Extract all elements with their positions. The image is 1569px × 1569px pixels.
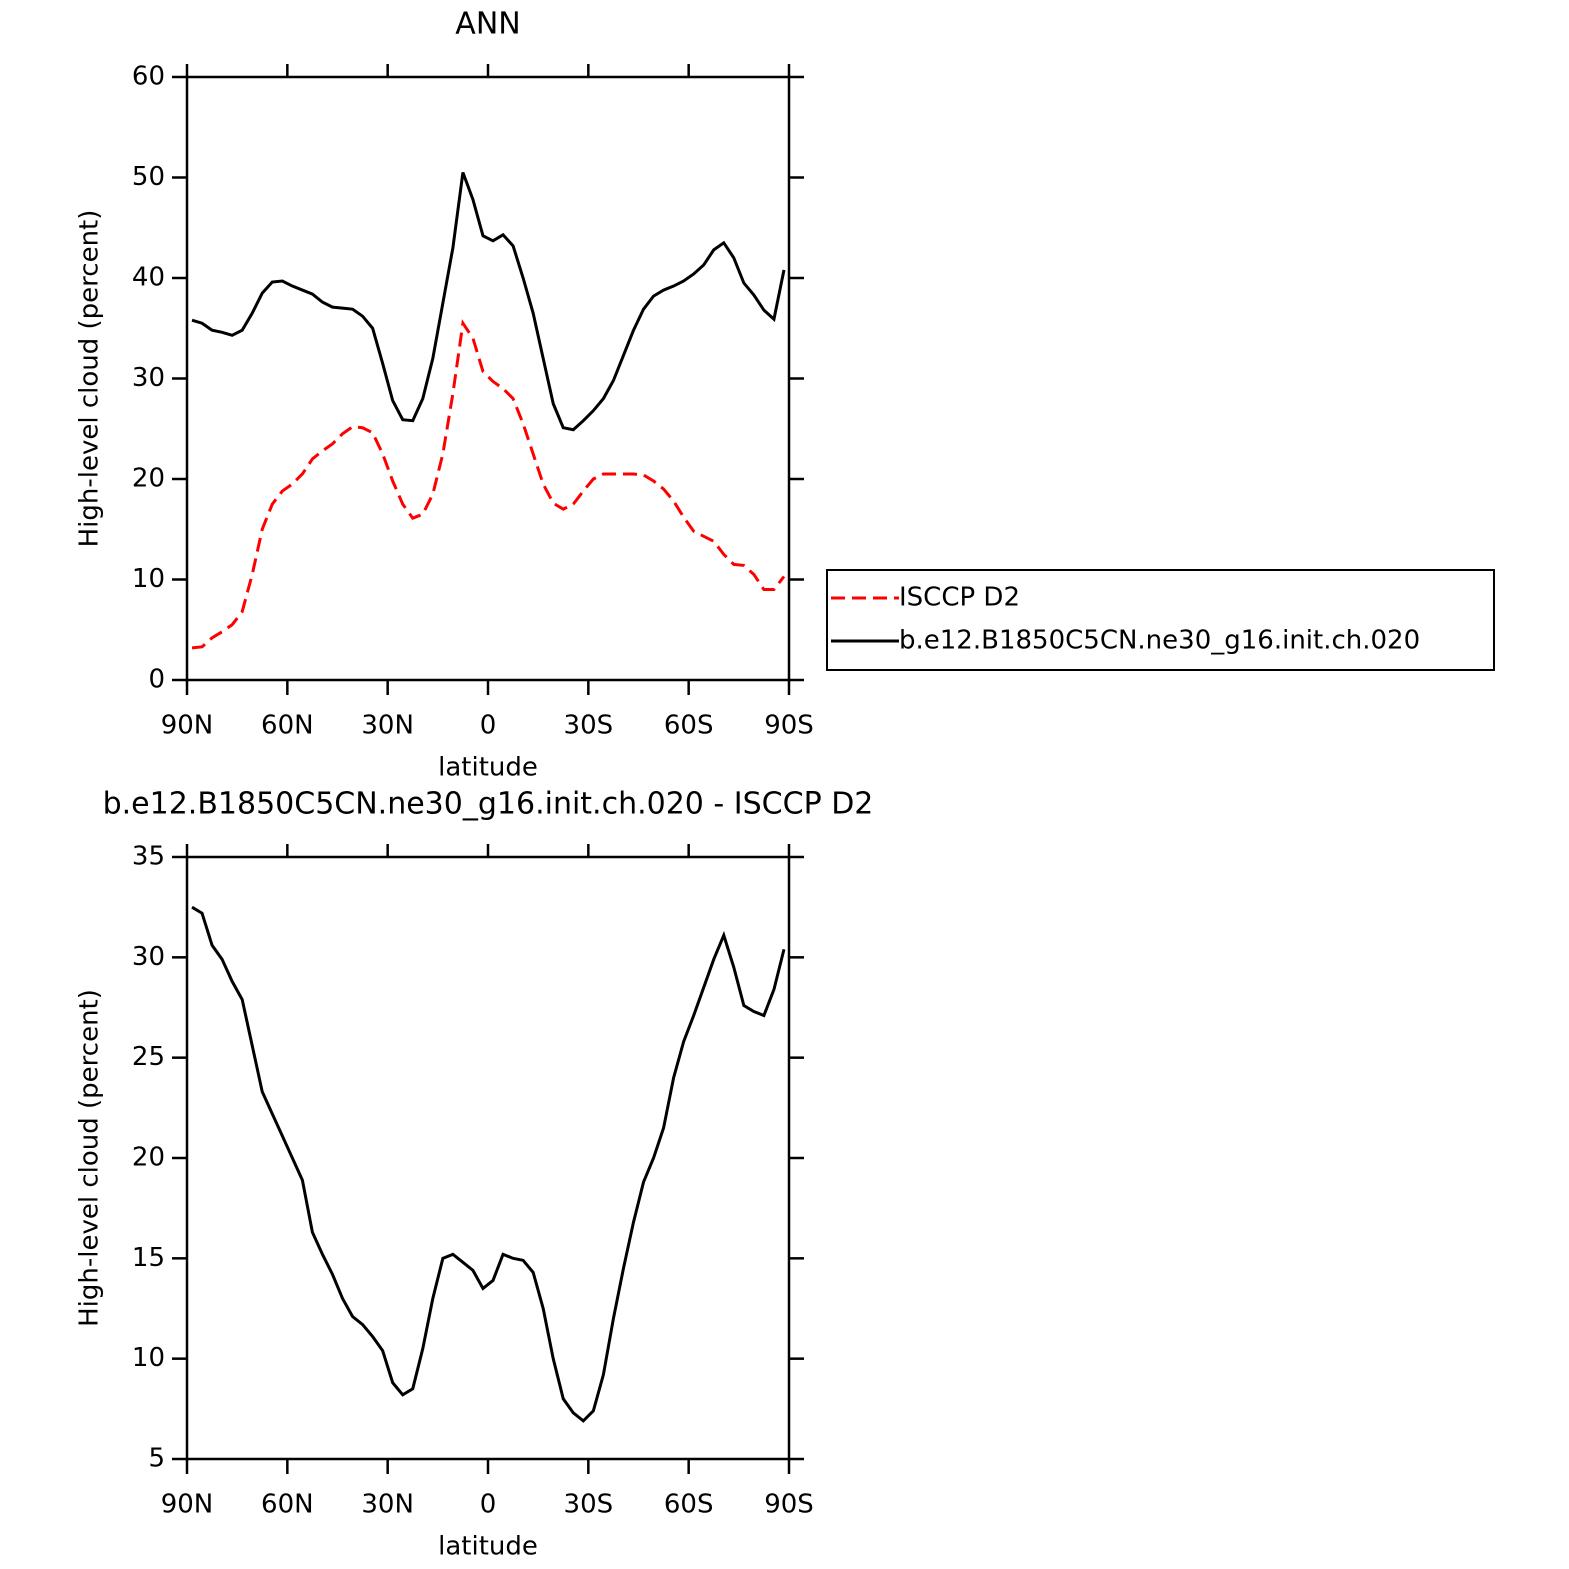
x-tick-label: 30N bbox=[361, 711, 414, 741]
plot-frame bbox=[185, 855, 791, 1461]
x-tick-label: 0 bbox=[480, 1490, 497, 1520]
x-tick-label: 90N bbox=[161, 711, 214, 741]
y-tick-label: 30 bbox=[132, 942, 165, 972]
chart-title: b.e12.B1850C5CN.ne30_g16.init.ch.020 - I… bbox=[103, 787, 874, 822]
x-axis-label: latitude bbox=[438, 1532, 538, 1562]
y-tick-label: 15 bbox=[132, 1243, 165, 1273]
x-tick-label: 60N bbox=[261, 1490, 314, 1520]
data-line bbox=[191, 905, 786, 1423]
y-axis-label: High-level cloud (percent) bbox=[75, 210, 105, 548]
chart-title: ANN bbox=[455, 7, 520, 42]
data-line bbox=[191, 171, 786, 432]
y-tick-label: 20 bbox=[132, 1143, 165, 1173]
y-axis-label: High-level cloud (percent) bbox=[75, 989, 105, 1327]
y-tick-label: 10 bbox=[132, 1343, 165, 1373]
x-tick-label: 60N bbox=[261, 711, 314, 741]
x-tick-label: 30N bbox=[361, 1490, 414, 1520]
x-tick-label: 60S bbox=[664, 1490, 714, 1520]
y-tick-label: 30 bbox=[132, 363, 165, 393]
x-tick-label: 90S bbox=[764, 1490, 814, 1520]
legend-label: b.e12.B1850C5CN.ne30_g16.init.ch.020 bbox=[899, 626, 1420, 656]
y-tick-label: 50 bbox=[132, 162, 165, 192]
legend-label: ISCCP D2 bbox=[899, 583, 1020, 613]
y-tick-label: 0 bbox=[148, 665, 165, 695]
y-tick-label: 5 bbox=[148, 1444, 165, 1474]
data-line bbox=[191, 319, 786, 650]
y-tick-label: 60 bbox=[132, 62, 165, 92]
x-tick-label: 30S bbox=[564, 711, 614, 741]
legend-box bbox=[826, 569, 1495, 671]
x-tick-label: 90S bbox=[764, 711, 814, 741]
y-tick-label: 20 bbox=[132, 464, 165, 494]
y-tick-label: 25 bbox=[132, 1042, 165, 1072]
x-tick-label: 30S bbox=[564, 1490, 614, 1520]
y-tick-label: 10 bbox=[132, 564, 165, 594]
x-tick-label: 90N bbox=[161, 1490, 214, 1520]
y-tick-label: 35 bbox=[132, 842, 165, 872]
y-tick-label: 40 bbox=[132, 263, 165, 293]
x-tick-label: 0 bbox=[480, 711, 497, 741]
x-tick-label: 60S bbox=[664, 711, 714, 741]
x-axis-label: latitude bbox=[438, 753, 538, 783]
